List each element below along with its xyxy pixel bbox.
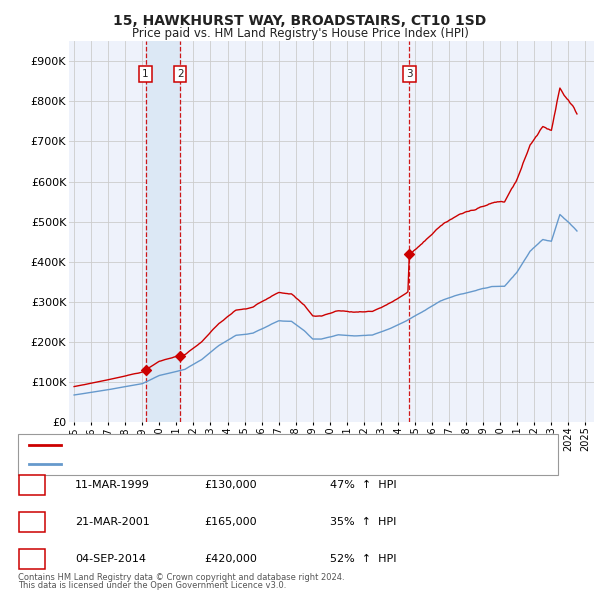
Bar	[146, 41, 180, 422]
FancyBboxPatch shape	[19, 512, 46, 532]
FancyBboxPatch shape	[19, 549, 46, 569]
Text: 2: 2	[29, 517, 36, 527]
FancyBboxPatch shape	[18, 434, 558, 475]
Text: 15, HAWKHURST WAY, BROADSTAIRS, CT10 1SD (detached house): 15, HAWKHURST WAY, BROADSTAIRS, CT10 1SD…	[72, 440, 417, 450]
Text: 1: 1	[29, 480, 36, 490]
Point	[175, 351, 185, 360]
Text: 21-MAR-2001: 21-MAR-2001	[75, 517, 150, 527]
Text: Price paid vs. HM Land Registry's House Price Index (HPI): Price paid vs. HM Land Registry's House …	[131, 27, 469, 40]
Text: £165,000: £165,000	[204, 517, 257, 527]
Text: 2: 2	[177, 68, 184, 78]
Text: This data is licensed under the Open Government Licence v3.0.: This data is licensed under the Open Gov…	[18, 581, 286, 590]
FancyBboxPatch shape	[19, 475, 46, 495]
Text: 47%  ↑  HPI: 47% ↑ HPI	[330, 480, 397, 490]
Text: 52%  ↑  HPI: 52% ↑ HPI	[330, 555, 397, 564]
Point	[141, 365, 151, 375]
Text: £130,000: £130,000	[204, 480, 257, 490]
Point	[404, 249, 414, 258]
Text: 1: 1	[142, 68, 149, 78]
Text: 11-MAR-1999: 11-MAR-1999	[75, 480, 150, 490]
Text: 3: 3	[29, 555, 36, 564]
Text: 3: 3	[406, 68, 413, 78]
Text: Contains HM Land Registry data © Crown copyright and database right 2024.: Contains HM Land Registry data © Crown c…	[18, 572, 344, 582]
Text: HPI: Average price, detached house, Thanet: HPI: Average price, detached house, Than…	[72, 459, 301, 469]
Text: 04-SEP-2014: 04-SEP-2014	[75, 555, 146, 564]
Text: 15, HAWKHURST WAY, BROADSTAIRS, CT10 1SD: 15, HAWKHURST WAY, BROADSTAIRS, CT10 1SD	[113, 14, 487, 28]
Text: £420,000: £420,000	[204, 555, 257, 564]
Text: 35%  ↑  HPI: 35% ↑ HPI	[330, 517, 397, 527]
